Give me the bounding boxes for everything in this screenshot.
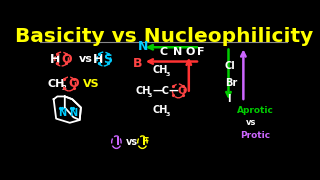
Text: Aprotic: Aprotic (237, 106, 274, 115)
Text: 3: 3 (165, 112, 170, 117)
Text: O: O (61, 53, 72, 66)
Text: F: F (197, 47, 205, 57)
Text: vs: vs (78, 54, 92, 64)
Text: S: S (103, 53, 112, 66)
Text: CH: CH (153, 65, 168, 75)
Text: 3: 3 (148, 93, 152, 98)
Text: CH: CH (47, 79, 65, 89)
Text: F: F (142, 137, 149, 147)
Text: H: H (50, 53, 60, 66)
Text: N: N (138, 40, 148, 53)
Text: vs: vs (125, 137, 138, 147)
Text: N: N (173, 47, 182, 57)
Text: C: C (159, 47, 167, 57)
Text: 3: 3 (165, 72, 170, 77)
Text: Cl: Cl (225, 61, 236, 71)
Text: H: H (93, 53, 104, 66)
Text: VS: VS (84, 79, 100, 89)
Text: N: N (69, 108, 77, 118)
Text: 3: 3 (62, 85, 67, 91)
Text: I: I (227, 94, 231, 104)
Text: Br: Br (225, 78, 237, 88)
Text: —C—: —C— (153, 86, 180, 96)
Text: B: B (133, 57, 142, 70)
Text: CH: CH (135, 86, 151, 96)
Text: O: O (178, 86, 187, 96)
Text: O: O (185, 47, 195, 57)
Text: Basicity vs Nucleophilicity: Basicity vs Nucleophilicity (15, 27, 313, 46)
Text: CH: CH (153, 105, 168, 115)
Text: Protic: Protic (240, 131, 270, 140)
Text: I: I (116, 137, 120, 147)
Text: N: N (58, 108, 66, 118)
Text: vs: vs (246, 118, 256, 127)
Text: O: O (68, 77, 79, 91)
